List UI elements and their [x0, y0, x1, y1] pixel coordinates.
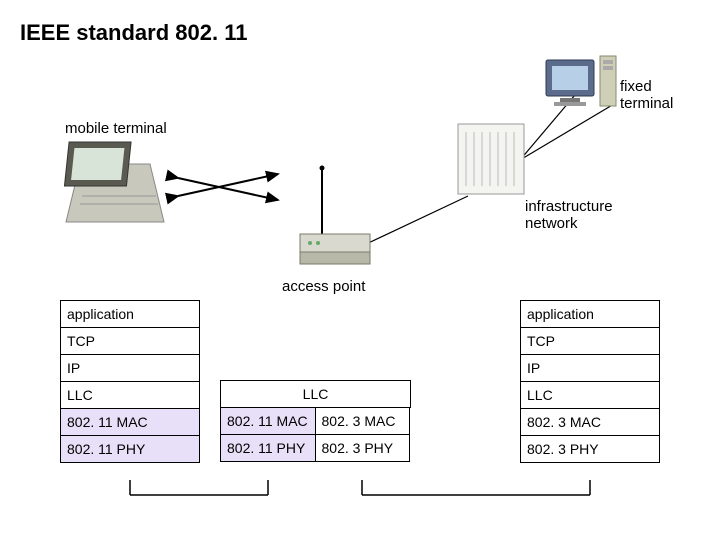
page-title: IEEE standard 802. 11 [20, 20, 247, 46]
layer-cell: 802. 3 MAC [520, 408, 660, 436]
layer-cell: TCP [60, 327, 200, 355]
access-point-icon [300, 234, 370, 264]
stack-mobile-terminal: applicationTCPIPLLC802. 11 MAC802. 11 PH… [60, 300, 200, 463]
stack-access-point: LLC802. 11 MAC802. 3 MAC802. 11 PHY802. … [220, 380, 410, 462]
layer-cell: 802. 11 PHY [60, 435, 200, 463]
layer-cell: 802. 11 PHY [220, 434, 316, 462]
switch-icon [458, 124, 524, 194]
layer-cell: LLC [520, 381, 660, 409]
stack-fixed-terminal: applicationTCPIPLLC802. 3 MAC802. 3 PHY [520, 300, 660, 463]
label-access-point: access point [282, 278, 365, 295]
label-mobile-terminal: mobile terminal [65, 120, 167, 137]
label-fixed-terminal: fixed terminal [620, 78, 673, 113]
layer-cell: IP [60, 354, 200, 382]
laptop-icon [64, 142, 164, 222]
layer-cell: IP [520, 354, 660, 382]
layer-cell: 802. 11 MAC [220, 407, 316, 435]
layer-cell: LLC [60, 381, 200, 409]
layer-cell: 802. 3 PHY [315, 434, 411, 462]
layer-cell: 802. 3 PHY [520, 435, 660, 463]
layer-cell: 802. 11 MAC [60, 408, 200, 436]
layer-cell: LLC [220, 380, 411, 408]
layer-cell: 802. 3 MAC [315, 407, 411, 435]
layer-cell: TCP [520, 327, 660, 355]
label-infrastructure-network: infrastructure network [525, 198, 613, 233]
desktop-icon [546, 56, 616, 106]
layer-cell: application [520, 300, 660, 328]
layer-cell: application [60, 300, 200, 328]
